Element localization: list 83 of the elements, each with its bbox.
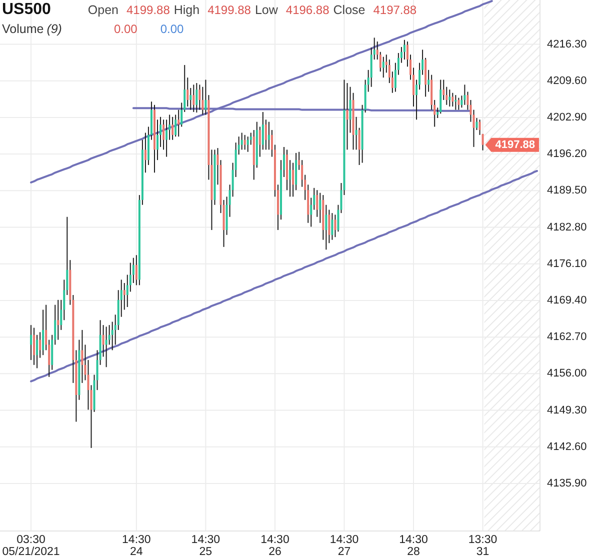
annotation: 0.00: [160, 22, 184, 36]
candlestick: [458, 97, 460, 110]
y-tick-label: 4189.50: [547, 184, 587, 197]
annotation: Low: [254, 3, 279, 17]
candlestick: [240, 132, 243, 150]
candlestick: [39, 332, 42, 358]
candlestick: [289, 160, 292, 198]
candlestick: [190, 87, 192, 110]
candlestick: [258, 126, 261, 158]
candlestick: [156, 119, 159, 161]
candlestick: [428, 69, 430, 92]
x-tick-label: 14:30 24: [122, 534, 151, 558]
x-tick-label: 13:30 31: [468, 534, 498, 558]
x-tick-label: 03:30 05/21/2021: [2, 534, 60, 558]
candlestick: [454, 94, 457, 110]
candlestick: [403, 39, 406, 60]
annotation: (9): [46, 22, 62, 36]
candlestick: [202, 86, 204, 116]
candlestick: [264, 119, 267, 150]
candlestick: [198, 84, 201, 110]
annotation: 0.00: [114, 22, 138, 36]
candlestick: [192, 84, 195, 112]
candlestick: [204, 79, 207, 116]
annotation: 4199.88: [126, 3, 170, 17]
candlestick: [178, 109, 180, 138]
candlestick: [325, 204, 328, 250]
y-tick-label: 4162.70: [547, 331, 587, 344]
candlestick: [246, 136, 249, 152]
candlestick: [196, 82, 198, 114]
y-tick-label: 4216.30: [547, 38, 587, 50]
candlestick: [81, 329, 84, 384]
annotation: Open: [88, 3, 119, 17]
candlestick: [464, 84, 466, 106]
candlestick: [36, 334, 38, 369]
y-tick-label: 4156.00: [547, 368, 587, 380]
line-series: [30, 170, 538, 382]
y-tick-label: 4169.40: [547, 294, 587, 306]
y-tick-label: 4142.60: [547, 440, 587, 453]
candlestick: [216, 148, 219, 186]
y-tick-label: 4209.60: [547, 74, 587, 87]
chart-title: US500: [2, 1, 52, 18]
candlestick: [105, 326, 108, 368]
annotation: 4197.88: [373, 3, 417, 17]
candlestick: [355, 116, 358, 150]
y-tick-label: 4196.20: [547, 148, 587, 160]
candlestick: [135, 254, 138, 286]
candlestick: [476, 118, 478, 131]
candlestick: [186, 77, 189, 108]
candlestick: [452, 92, 454, 108]
candlestick: [144, 132, 146, 174]
y-tick-label: 4135.90: [547, 477, 587, 490]
x-tick-label: 14:30 25: [191, 534, 220, 558]
candlestick: [123, 282, 126, 310]
y-tick-label: 4149.30: [547, 404, 587, 416]
candlestick: [57, 299, 60, 340]
candlestick: [172, 116, 174, 140]
candlestick: [33, 327, 36, 366]
y-tick-label: 4202.90: [547, 111, 587, 124]
annotation: High: [174, 3, 200, 17]
candlestick: [30, 324, 32, 361]
candlestick: [292, 162, 294, 198]
x-tick-label: 14:30 26: [260, 534, 290, 558]
candlestick: [42, 309, 44, 356]
candlestick: [331, 212, 334, 240]
annotation: Volume: [2, 22, 44, 36]
y-tick-label: 4182.80: [547, 221, 587, 234]
x-tick-label: 14:30 27: [330, 534, 359, 558]
candlestick: [268, 121, 270, 150]
candlestick: [244, 134, 246, 150]
candlestick: [349, 86, 352, 134]
annotation: 4197.88: [495, 138, 535, 151]
candlestick: [319, 192, 322, 224]
candlestick: [346, 82, 348, 150]
candlestick: [174, 114, 177, 138]
candlestick: [440, 79, 442, 114]
annotation: Close: [333, 3, 366, 17]
annotation: 4199.88: [208, 3, 252, 17]
candlestick: [382, 56, 384, 78]
x-tick-label: 14:30 28: [399, 534, 428, 558]
candlestick: [334, 214, 336, 238]
candlestick: [448, 89, 451, 108]
y-tick-label: 4176.10: [547, 258, 587, 270]
annotation: 4196.88: [286, 3, 330, 17]
